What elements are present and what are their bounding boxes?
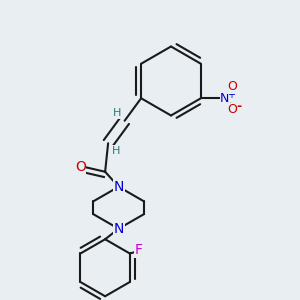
Text: -: - <box>236 100 242 113</box>
Text: O: O <box>227 103 237 116</box>
Text: N: N <box>113 222 124 236</box>
Text: H: H <box>113 108 121 118</box>
Text: H: H <box>111 146 120 156</box>
Text: N: N <box>220 92 230 105</box>
Text: F: F <box>135 244 143 257</box>
Text: O: O <box>75 160 86 174</box>
Text: O: O <box>227 80 237 93</box>
Text: +: + <box>227 90 236 100</box>
Text: N: N <box>113 180 124 194</box>
